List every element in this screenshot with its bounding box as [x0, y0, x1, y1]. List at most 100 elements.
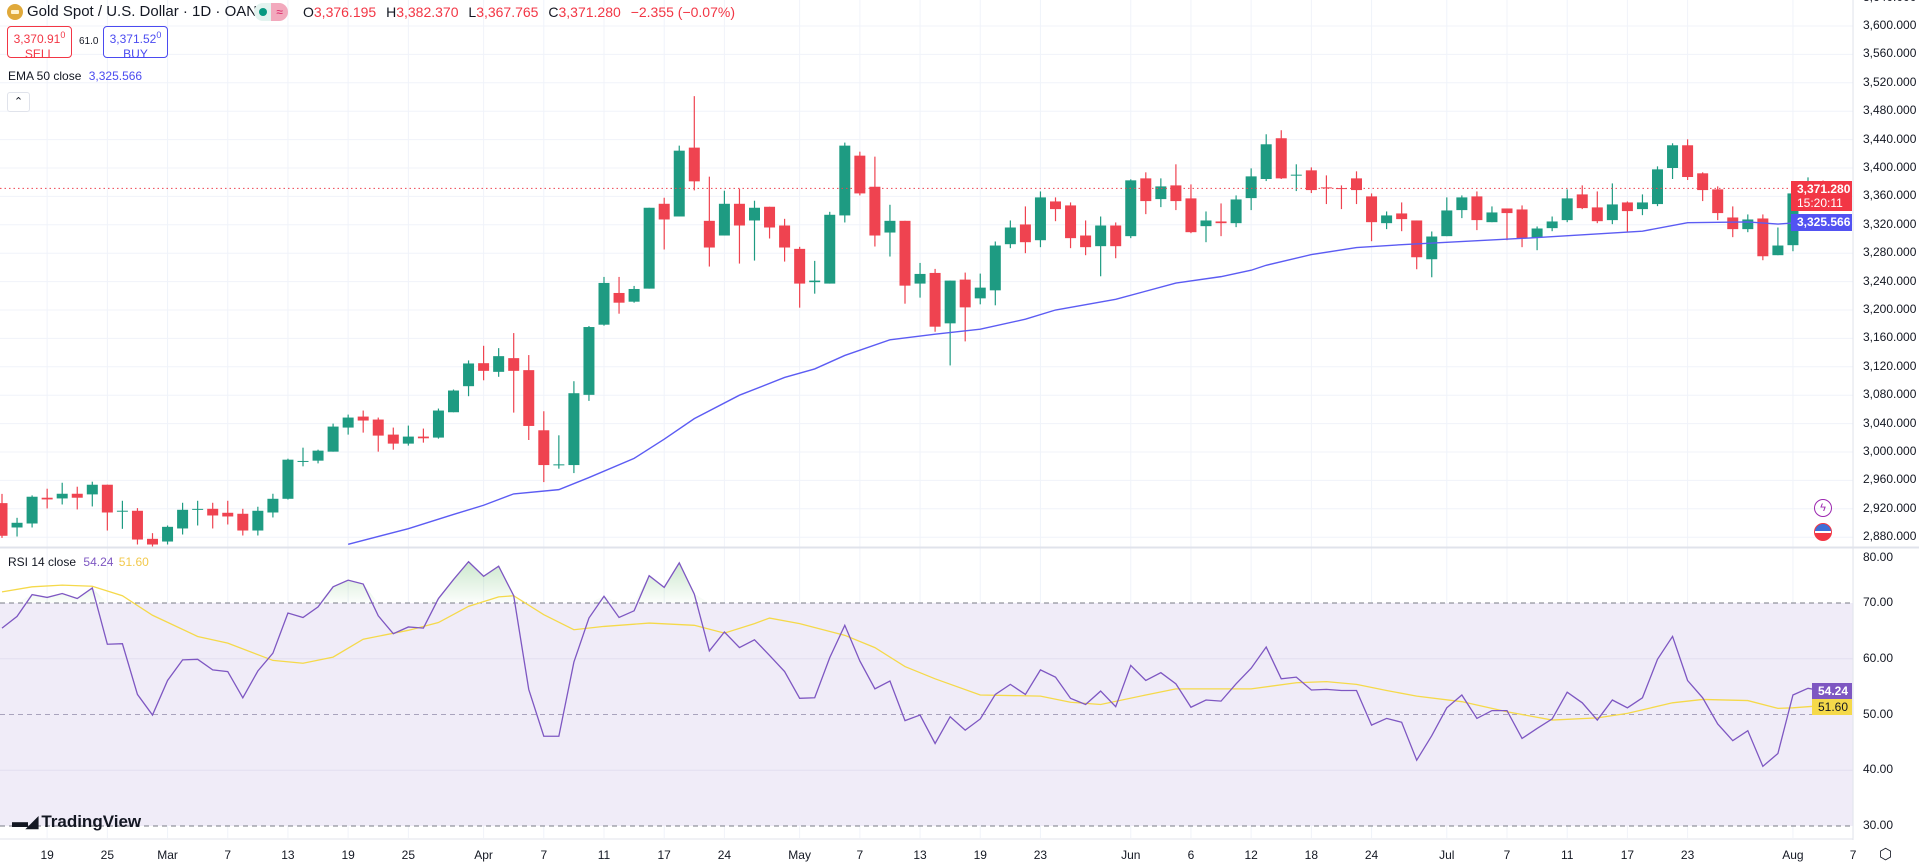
candle[interactable]: [312, 449, 324, 464]
candle[interactable]: [1170, 164, 1182, 211]
rsi-axis-label[interactable]: 70.00: [1863, 595, 1894, 609]
candle[interactable]: [1200, 211, 1212, 243]
candle[interactable]: [1606, 183, 1618, 225]
candle[interactable]: [583, 326, 595, 401]
candle[interactable]: [733, 188, 745, 264]
price-axis-label[interactable]: 3,600.000: [1863, 18, 1917, 32]
candle[interactable]: [101, 484, 113, 531]
candle[interactable]: [0, 493, 8, 538]
candle[interactable]: [342, 414, 354, 435]
candle[interactable]: [959, 272, 971, 342]
candle[interactable]: [944, 280, 956, 366]
candle[interactable]: [71, 486, 83, 510]
candle[interactable]: [493, 348, 505, 377]
candle[interactable]: [1215, 203, 1227, 237]
candle[interactable]: [703, 176, 715, 267]
price-axis-label[interactable]: 3,560.000: [1863, 46, 1917, 61]
candle[interactable]: [553, 435, 565, 469]
candle[interactable]: [86, 481, 98, 507]
candle[interactable]: [628, 285, 640, 303]
candle[interactable]: [1516, 205, 1528, 248]
market-status[interactable]: ≈: [254, 3, 288, 21]
candle[interactable]: [1140, 172, 1152, 215]
time-axis-label[interactable]: Mar: [157, 848, 178, 862]
symbol-title[interactable]: Gold Spot / U.S. Dollar · 1D · OANDA: [27, 3, 278, 20]
candle[interactable]: [974, 273, 986, 305]
candle[interactable]: [252, 506, 264, 536]
time-axis-label[interactable]: 17: [1620, 848, 1635, 862]
candle[interactable]: [1034, 191, 1046, 248]
sell-button[interactable]: 3,370.910 SELL: [7, 26, 72, 61]
candle[interactable]: [1080, 220, 1092, 256]
candle[interactable]: [1682, 139, 1694, 180]
candle[interactable]: [1185, 184, 1197, 234]
candle[interactable]: [1697, 172, 1709, 202]
candle[interactable]: [884, 204, 896, 257]
candle[interactable]: [1110, 222, 1122, 259]
time-axis-label[interactable]: Aug: [1782, 848, 1804, 862]
candle[interactable]: [568, 381, 580, 474]
candle[interactable]: [1411, 220, 1423, 270]
price-axis-label[interactable]: 3,240.000: [1863, 273, 1917, 288]
rsi-ma-line[interactable]: [1, 584, 1824, 721]
price-axis-label[interactable]: 3,040.000: [1863, 415, 1917, 430]
candle[interactable]: [1095, 216, 1107, 277]
candle[interactable]: [222, 500, 234, 525]
time-axis-label[interactable]: 7: [856, 848, 864, 862]
candle[interactable]: [1772, 227, 1784, 256]
candle[interactable]: [824, 211, 836, 284]
price-axis-label[interactable]: 2,880.000: [1863, 529, 1917, 544]
candle[interactable]: [1351, 171, 1362, 205]
candle[interactable]: [1155, 178, 1167, 208]
candle[interactable]: [1335, 185, 1347, 210]
candle[interactable]: [899, 220, 911, 304]
settings-gear-icon[interactable]: ⬡: [1879, 846, 1893, 863]
candle[interactable]: [764, 206, 776, 239]
time-axis-label[interactable]: 13: [281, 848, 295, 862]
candle[interactable]: [357, 410, 369, 433]
candle[interactable]: [1471, 191, 1483, 231]
candle[interactable]: [598, 276, 610, 326]
time-axis-label[interactable]: Apr: [474, 848, 493, 862]
candle[interactable]: [177, 502, 189, 535]
price-axis-label[interactable]: 3,640.000: [1863, 0, 1916, 4]
candle[interactable]: [1426, 231, 1438, 278]
candle[interactable]: [1366, 193, 1378, 242]
time-axis-label[interactable]: 19: [973, 848, 987, 862]
time-axis-label[interactable]: 6: [1187, 848, 1195, 862]
candle[interactable]: [1531, 226, 1543, 251]
time-axis-label[interactable]: 24: [717, 848, 732, 862]
candle[interactable]: [1230, 195, 1242, 228]
rsi-axis-label[interactable]: 50.00: [1863, 706, 1894, 721]
candle[interactable]: [794, 246, 806, 308]
candle[interactable]: [749, 200, 760, 261]
candle[interactable]: [26, 495, 38, 528]
candle[interactable]: [1305, 167, 1317, 194]
candle[interactable]: [41, 488, 53, 509]
candle[interactable]: [1381, 211, 1393, 230]
time-axis-label[interactable]: 24: [1364, 848, 1379, 862]
candle[interactable]: [207, 502, 219, 529]
candle[interactable]: [267, 493, 279, 518]
buy-button[interactable]: 3,371.520 BUY: [103, 26, 168, 61]
candle[interactable]: [463, 360, 475, 397]
time-axis-label[interactable]: 12: [1244, 848, 1258, 862]
candle[interactable]: [1441, 197, 1453, 237]
candle[interactable]: [387, 427, 399, 450]
candle[interactable]: [116, 500, 128, 529]
time-axis-label[interactable]: 19: [341, 848, 355, 862]
ema-line[interactable]: [347, 220, 1824, 545]
price-axis-label[interactable]: 3,520.000: [1863, 74, 1917, 89]
candle[interactable]: [779, 218, 791, 262]
time-axis-label[interactable]: 7: [1503, 848, 1511, 862]
candle[interactable]: [1456, 195, 1468, 219]
time-axis-label[interactable]: 7: [540, 848, 548, 862]
candle[interactable]: [1320, 175, 1332, 205]
time-axis-label[interactable]: 13: [913, 848, 927, 862]
time-axis-label[interactable]: 25: [401, 848, 416, 862]
time-axis-label[interactable]: 25: [100, 848, 115, 862]
candle[interactable]: [297, 447, 309, 467]
time-axis-label[interactable]: 7: [1849, 848, 1857, 862]
time-axis-label[interactable]: Jun: [1121, 848, 1141, 862]
rsi-axis-label[interactable]: 80.00: [1863, 550, 1894, 564]
